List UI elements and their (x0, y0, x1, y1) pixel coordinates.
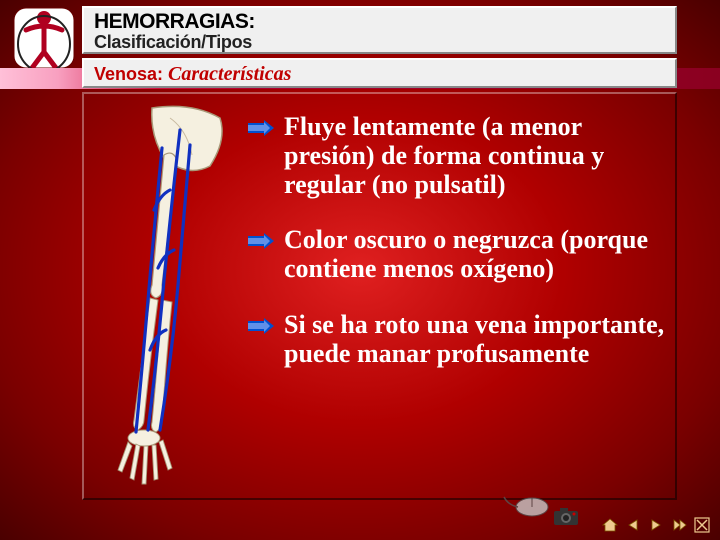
bullet-arrow-icon (248, 233, 274, 249)
nav-bar (600, 516, 712, 534)
bullet-list: Fluye lentamente (a menor presión) de fo… (248, 112, 678, 394)
nav-next-button[interactable] (646, 516, 666, 534)
arm-veins-illustration (92, 100, 237, 490)
bullet-item: Color oscuro o negruzca (porque contiene… (248, 225, 678, 283)
header-subtitle: Clasificación/Tipos (94, 32, 665, 53)
bullet-arrow-icon (248, 318, 274, 334)
header-box: HEMORRAGIAS: Clasificación/Tipos (82, 6, 677, 54)
mouse-icon (502, 493, 550, 522)
subheader-box: Venosa: Características (82, 58, 677, 88)
camera-icon (552, 507, 580, 532)
bullet-item: Si se ha roto una vena importante, puede… (248, 310, 678, 368)
nav-close-button[interactable] (692, 516, 712, 534)
bullet-item: Fluye lentamente (a menor presión) de fo… (248, 112, 678, 199)
bullet-text: Color oscuro o negruzca (porque contiene… (284, 225, 678, 283)
bullet-arrow-icon (248, 120, 274, 136)
nav-home-button[interactable] (600, 516, 620, 534)
bullet-text: Si se ha roto una vena importante, puede… (284, 310, 678, 368)
bullet-text: Fluye lentamente (a menor presión) de fo… (284, 112, 678, 199)
nav-last-button[interactable] (669, 516, 689, 534)
subheader-emphasis: Características (168, 63, 291, 85)
header-title: HEMORRAGIAS: (94, 10, 665, 34)
nav-prev-button[interactable] (623, 516, 643, 534)
subheader-prefix: Venosa: (94, 64, 168, 84)
